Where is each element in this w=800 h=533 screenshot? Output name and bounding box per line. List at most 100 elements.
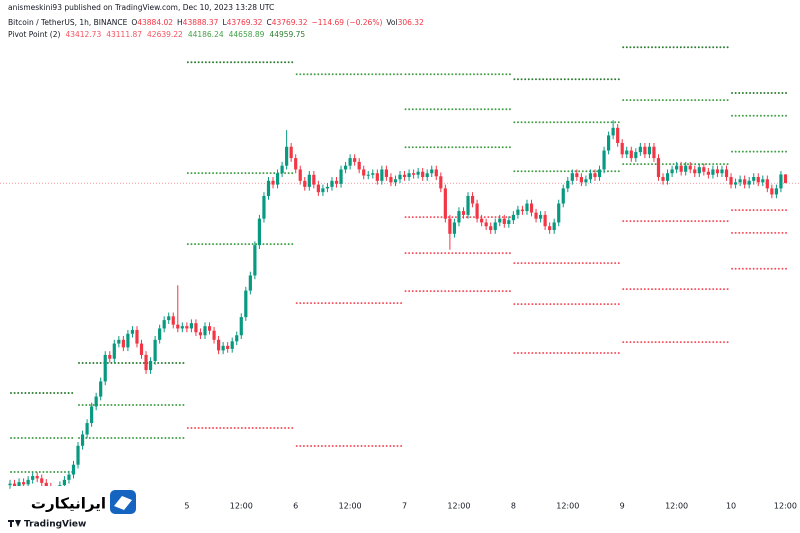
candle-body — [366, 174, 370, 176]
candle-body — [421, 171, 425, 178]
candle-body — [343, 165, 348, 170]
logo-card — [114, 496, 132, 510]
pivot-value: 43111.87 — [106, 30, 142, 39]
candle-body — [31, 476, 35, 480]
candle-body — [71, 464, 76, 475]
candle-body — [339, 169, 343, 184]
candle-body — [724, 169, 729, 178]
x-tick-label: 12:00 — [665, 502, 688, 511]
ohlc-value: 43769.32 — [272, 18, 308, 27]
candle-body — [266, 180, 271, 196]
pivots — [0, 46, 800, 473]
logo-backdrop — [10, 486, 140, 518]
candle-body — [375, 173, 379, 181]
candle-body — [171, 316, 175, 325]
candle-body — [756, 177, 760, 183]
candle-body — [602, 150, 606, 170]
candle-body — [529, 203, 534, 213]
candle-body — [139, 343, 144, 355]
candle-body — [670, 169, 674, 174]
candle-body — [552, 222, 556, 231]
x-tick-label: 12:00 — [339, 502, 362, 511]
x-tick-label: 7 — [402, 502, 407, 511]
candle-body — [430, 169, 434, 174]
logo: ایرانیکارت — [10, 486, 140, 518]
candle-body — [525, 203, 529, 212]
candle-body — [398, 174, 402, 180]
candle-body — [294, 158, 298, 170]
candle-body — [706, 171, 710, 175]
candle-body — [643, 146, 647, 155]
candle-body — [85, 423, 89, 435]
candle-body — [217, 339, 221, 351]
candle-body — [502, 218, 506, 224]
candle-body — [461, 211, 466, 215]
candle-body — [316, 184, 320, 193]
candle-body — [656, 158, 661, 178]
candle-body — [162, 320, 166, 329]
candle-body — [774, 188, 778, 195]
candle-body — [22, 482, 26, 485]
candle-body — [275, 173, 280, 185]
candle-body — [452, 222, 457, 234]
candle-body — [770, 188, 774, 195]
candle-body — [334, 180, 339, 184]
candle-body — [620, 142, 624, 155]
tv-icon — [8, 520, 21, 527]
candle-body — [253, 245, 257, 276]
candle-body — [207, 326, 212, 331]
candle-body — [570, 173, 574, 181]
candle-body — [380, 169, 384, 181]
indicator-legend: Pivot Point (2) 43412.73 43111.87 42639.22 4… — [8, 30, 305, 39]
candle-body — [480, 218, 484, 223]
candle-body — [561, 188, 565, 204]
candle-body — [625, 150, 629, 155]
candle-body — [35, 476, 39, 479]
candle-body — [325, 186, 330, 189]
x-tick-label: 5 — [184, 502, 189, 511]
symbol-legend: Bitcoin / TetherUS, 1h, BINANCE O43884.02… — [8, 18, 424, 27]
candle-body — [99, 381, 103, 397]
candle-body — [189, 323, 193, 329]
candle-body — [634, 152, 638, 159]
candle-body — [738, 179, 742, 183]
candle-body — [40, 478, 44, 483]
x-tick-label: 8 — [511, 502, 516, 511]
candle-body — [475, 203, 479, 219]
candle-body — [248, 275, 252, 291]
candle-body — [579, 177, 583, 183]
ohlc-value: 43884.02 — [137, 18, 173, 27]
candle-body — [697, 167, 701, 174]
x-tick-label: 12:00 — [556, 502, 579, 511]
candle-body — [516, 209, 520, 215]
candle-body — [130, 329, 135, 334]
candle-body — [729, 177, 733, 185]
candle-body — [679, 165, 683, 172]
candle-body — [743, 179, 747, 185]
candle-body — [80, 434, 85, 446]
candle-body — [167, 316, 171, 321]
tv-text: TradingView — [24, 520, 86, 530]
candle-body — [425, 173, 429, 178]
candle-body — [158, 328, 162, 340]
candle-body — [715, 169, 720, 174]
candle-body — [720, 169, 724, 174]
candle-body — [348, 158, 352, 166]
candle-body — [661, 177, 665, 181]
candle-body — [466, 195, 470, 215]
volume-value: 306.32 — [398, 18, 424, 27]
candle-body — [393, 179, 398, 183]
candle-body — [665, 173, 670, 181]
x-tick-label: 12:00 — [447, 502, 470, 511]
x-axis: 5 12:00 6 12:00 7 12:00 8 12:00 9 12:00 10 12:00 — [184, 502, 797, 511]
candle-body — [244, 290, 248, 318]
candle-body — [8, 483, 12, 486]
candle-body — [520, 209, 525, 212]
candle-body — [597, 169, 602, 178]
candle-body — [747, 180, 751, 185]
volume-label: Vol — [386, 18, 397, 27]
ohlc-value: 43888.37 — [183, 18, 219, 27]
candle-body — [684, 165, 688, 172]
candle-body — [511, 214, 515, 221]
